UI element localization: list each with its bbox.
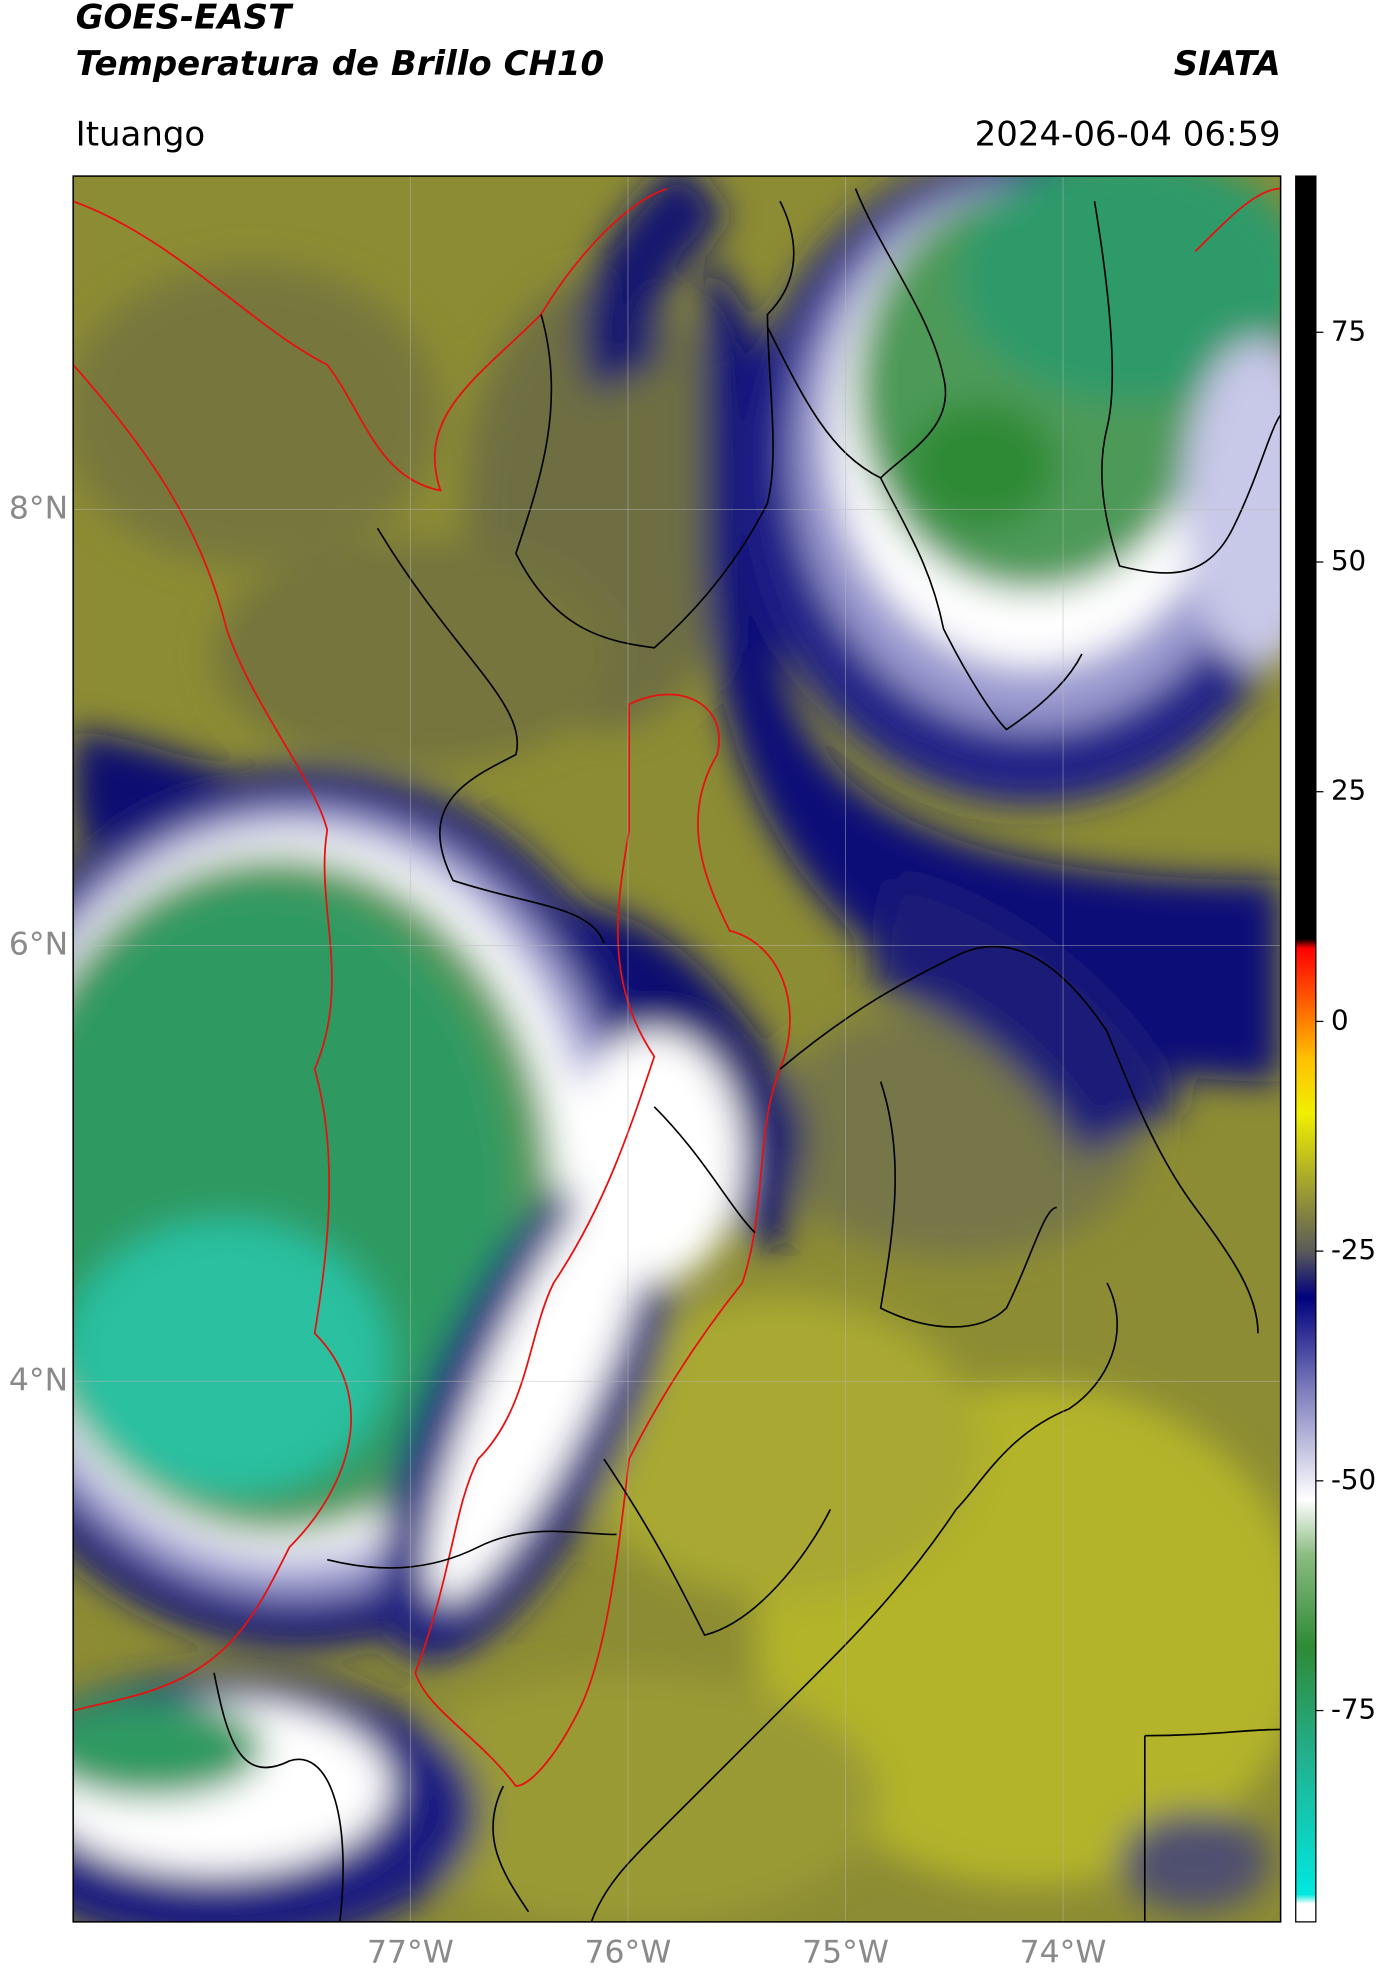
colorbar-segment [1295, 1499, 1316, 1555]
colorbar-segment [1295, 1554, 1316, 1647]
colorbar-segment [1295, 1251, 1316, 1298]
colorbar-segment [1295, 1186, 1316, 1252]
colorbar-segment [1295, 947, 1316, 1004]
colorbar-segment [1295, 1903, 1316, 1923]
brand: SIATA [1174, 44, 1281, 84]
x-tick-label: 74°W [1020, 1934, 1107, 1970]
colorbar-tick-label: -50 [1331, 1463, 1376, 1496]
colorbar: 75 50 25 0 -25 -50 -75 [1295, 175, 1376, 1923]
x-tick-label: 76°W [585, 1934, 672, 1970]
colorbar-segment [1295, 1388, 1316, 1500]
x-tick-label: 75°W [802, 1934, 889, 1970]
colorbar-tick-label: -75 [1331, 1693, 1376, 1726]
map-frame [72, 175, 1282, 1923]
datetime: 2024-06-04 06:59 [975, 114, 1281, 154]
satellite-image [73, 176, 1281, 1922]
colorbar-tick-label: 25 [1331, 774, 1366, 807]
colorbar-segment [1295, 1756, 1316, 1895]
colorbar-tick-label: 50 [1331, 544, 1366, 577]
y-tick-label: 8°N [9, 491, 68, 527]
colorbar-tick-label: 0 [1331, 1003, 1349, 1036]
colorbar-segment [1295, 176, 1316, 940]
title: GOES-EAST [76, 0, 294, 37]
colorbar-segment [1295, 1113, 1316, 1188]
colorbar-tick-label: 75 [1331, 314, 1366, 347]
colorbar-segment [1295, 1297, 1316, 1390]
subtitle: Temperatura de Brillo CH10 [76, 44, 604, 84]
x-tick-label: 77°W [367, 1934, 454, 1970]
colorbar-frame [1295, 175, 1317, 1923]
location: Ituango [76, 114, 206, 154]
map-axes: 77°W 76°W 75°W 74°W 8°N 6°N 4°N [9, 491, 1107, 1971]
grid [73, 176, 1281, 1922]
y-tick-label: 6°N [9, 926, 68, 962]
y-tick-label: 4°N [9, 1362, 68, 1398]
colorbar-segment [1295, 938, 1316, 949]
colorbar-segment [1295, 1646, 1316, 1757]
colorbar-segment [1295, 1003, 1316, 1059]
colorbar-segment [1295, 1894, 1316, 1904]
colorbar-tick-label: -25 [1331, 1233, 1376, 1266]
colorbar-segment [1295, 1058, 1316, 1114]
